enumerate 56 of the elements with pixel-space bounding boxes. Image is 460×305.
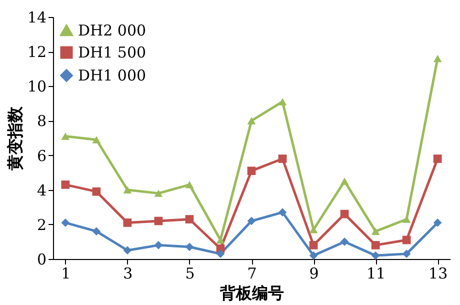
point — [278, 98, 287, 106]
point — [61, 180, 70, 189]
x-tick-label: 9 — [309, 264, 319, 282]
point — [371, 240, 380, 250]
point — [433, 154, 442, 163]
point — [278, 208, 287, 217]
point — [278, 154, 287, 163]
legend-label: DH1 500 — [78, 44, 146, 62]
point — [61, 218, 70, 227]
y-tick-label: 2 — [36, 216, 46, 234]
point — [92, 227, 101, 236]
point — [61, 132, 70, 140]
point — [247, 216, 256, 226]
point — [154, 216, 163, 226]
point — [123, 218, 132, 227]
y-tick-label: 0 — [36, 250, 46, 268]
point — [185, 181, 194, 188]
y-tick-label: 10 — [27, 78, 46, 96]
x-axis-title: 背板编号 — [219, 284, 284, 302]
point — [247, 166, 256, 176]
point — [92, 187, 101, 196]
y-tick-label: 12 — [27, 43, 46, 62]
x-tick-label: 11 — [366, 264, 386, 282]
legend-label: DH2 000 — [78, 22, 146, 40]
point — [154, 240, 163, 250]
point — [185, 242, 194, 252]
point — [185, 215, 194, 224]
x-tick-label: 13 — [428, 264, 448, 282]
x-tick-label: 1 — [61, 264, 71, 282]
point — [433, 54, 442, 62]
point — [92, 136, 101, 144]
y-axis-title: 黄变指数 — [5, 106, 24, 172]
y-tick-label: 8 — [36, 112, 46, 130]
point — [433, 218, 442, 227]
y-tick-label: 4 — [36, 181, 46, 200]
legend-label: DH1 000 — [78, 66, 146, 84]
point — [340, 178, 349, 185]
point — [247, 117, 256, 124]
point — [123, 186, 132, 194]
x-tick-label: 7 — [247, 264, 257, 282]
point — [340, 210, 349, 218]
point — [154, 190, 163, 197]
point — [123, 246, 132, 255]
point — [216, 250, 225, 258]
y-tick-label: 6 — [36, 146, 46, 165]
point — [340, 238, 349, 246]
point — [371, 251, 380, 260]
x-tick-label: 3 — [123, 264, 133, 282]
y-tick-label: 14 — [27, 8, 46, 26]
point — [402, 236, 411, 244]
point — [402, 250, 411, 258]
point — [309, 240, 318, 250]
point — [309, 251, 318, 260]
point — [371, 228, 380, 235]
point — [402, 216, 411, 223]
x-tick-label: 5 — [185, 264, 195, 282]
